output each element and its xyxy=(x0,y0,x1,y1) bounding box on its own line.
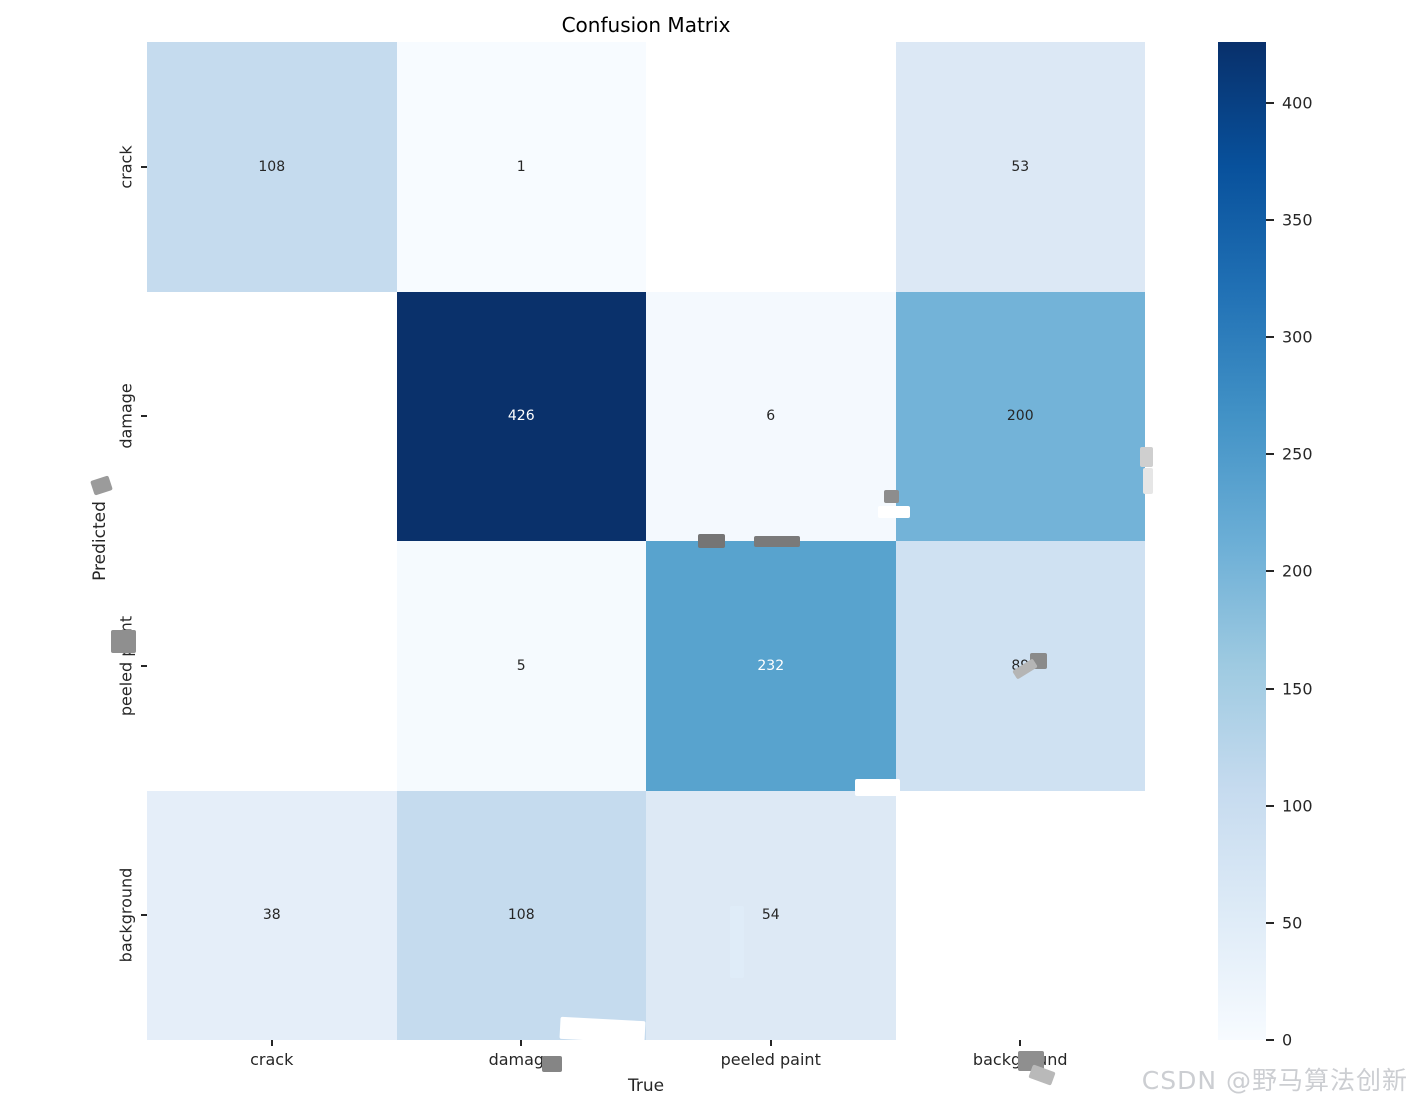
colorbar-tick-mark xyxy=(1266,570,1274,573)
x-tick-label-damage: damage xyxy=(488,1050,554,1069)
colorbar-tick-label-300: 300 xyxy=(1282,327,1313,347)
artifact-smudge xyxy=(754,536,800,547)
heatmap-cell-peeled-paint-peeled-paint: 232 xyxy=(646,541,896,791)
colorbar-tick-label-250: 250 xyxy=(1282,444,1313,464)
y-axis-label: Predicted xyxy=(90,501,110,581)
colorbar-tick-mark xyxy=(1266,1039,1274,1041)
cell-value: 38 xyxy=(262,907,281,924)
x-tick-label-peeled-paint: peeled paint xyxy=(720,1050,821,1069)
artifact-smudge xyxy=(542,1056,562,1072)
heatmap-cell-damage-damage: 426 xyxy=(396,291,646,541)
heatmap-cell-background-damage: 108 xyxy=(396,790,646,1040)
heatmap-grid: 10815342662005232893810854 xyxy=(147,42,1145,1040)
cell-value: 53 xyxy=(1011,158,1030,175)
cell-value: 108 xyxy=(258,158,286,175)
x-tick-label-crack: crack xyxy=(250,1050,294,1069)
colorbar-tick-label-400: 400 xyxy=(1282,93,1313,113)
colorbar-tick-mark xyxy=(1266,101,1274,104)
heatmap-cell-damage-crack xyxy=(147,291,397,541)
heatmap-cell-background-background xyxy=(895,790,1145,1040)
colorbar-tick-mark xyxy=(1266,804,1274,807)
artifact-smudge xyxy=(730,906,744,978)
heatmap-cell-peeled-paint-crack xyxy=(147,541,397,791)
colorbar-tick-label-50: 50 xyxy=(1282,913,1303,933)
colorbar-tick-mark xyxy=(1266,336,1274,339)
y-tick-label-crack: crack xyxy=(116,145,136,189)
cell-value: 200 xyxy=(1006,408,1034,425)
heatmap-cell-damage-background: 200 xyxy=(895,291,1145,541)
cell-value: 108 xyxy=(507,907,535,924)
heatmap-cell-background-peeled-paint: 54 xyxy=(646,790,896,1040)
heatmap-cell-crack-crack: 108 xyxy=(147,42,397,292)
heatmap-cell-crack-peeled-paint xyxy=(646,42,896,292)
artifact-smudge xyxy=(884,490,899,503)
colorbar-tick-label-0: 0 xyxy=(1282,1030,1293,1050)
colorbar-tick-mark xyxy=(1266,219,1274,222)
colorbar xyxy=(1218,42,1266,1040)
watermark: CSDN @野马算法创新 xyxy=(1141,1066,1408,1095)
x-tick-mark xyxy=(520,1040,523,1046)
y-tick-mark xyxy=(141,415,147,418)
y-tick-mark xyxy=(141,165,147,168)
colorbar-tick-mark xyxy=(1266,687,1274,690)
artifact-smudge xyxy=(1143,468,1153,494)
heatmap-cell-peeled-paint-damage: 5 xyxy=(396,541,646,791)
colorbar-tick-label-150: 150 xyxy=(1282,679,1313,699)
cell-value: 426 xyxy=(507,408,535,425)
cell-value: 6 xyxy=(766,408,776,425)
cell-value: 5 xyxy=(516,657,526,674)
colorbar-tick-mark xyxy=(1266,921,1274,924)
colorbar-tick-label-100: 100 xyxy=(1282,796,1313,816)
artifact-smudge xyxy=(1140,447,1153,467)
cell-value: 54 xyxy=(761,907,780,924)
artifact-smudge xyxy=(878,506,910,518)
colorbar-tick-label-200: 200 xyxy=(1282,561,1313,581)
x-tick-mark xyxy=(769,1040,772,1046)
artifact-smudge xyxy=(111,630,136,653)
cell-value: 1 xyxy=(516,158,526,175)
heatmap-cell-background-crack: 38 xyxy=(147,790,397,1040)
heatmap-cell-crack-damage: 1 xyxy=(396,42,646,292)
chart-title: Confusion Matrix xyxy=(561,13,731,37)
y-tick-mark xyxy=(141,914,147,917)
y-tick-mark xyxy=(141,664,147,667)
y-tick-label-background: background xyxy=(116,867,136,963)
artifact-smudge xyxy=(698,534,725,548)
heatmap-cell-crack-background: 53 xyxy=(895,42,1145,292)
x-axis-label: True xyxy=(627,1076,665,1096)
artifact-smudge xyxy=(90,475,113,496)
colorbar-tick-mark xyxy=(1266,453,1274,456)
cell-value: 232 xyxy=(757,657,785,674)
heatmap-cell-damage-peeled-paint: 6 xyxy=(646,291,896,541)
y-tick-label-damage: damage xyxy=(116,383,136,449)
colorbar-tick-label-350: 350 xyxy=(1282,210,1313,230)
x-tick-mark xyxy=(1019,1040,1022,1046)
artifact-smudge xyxy=(855,779,900,796)
x-tick-mark xyxy=(270,1040,273,1046)
artifact-smudge xyxy=(559,1016,646,1044)
